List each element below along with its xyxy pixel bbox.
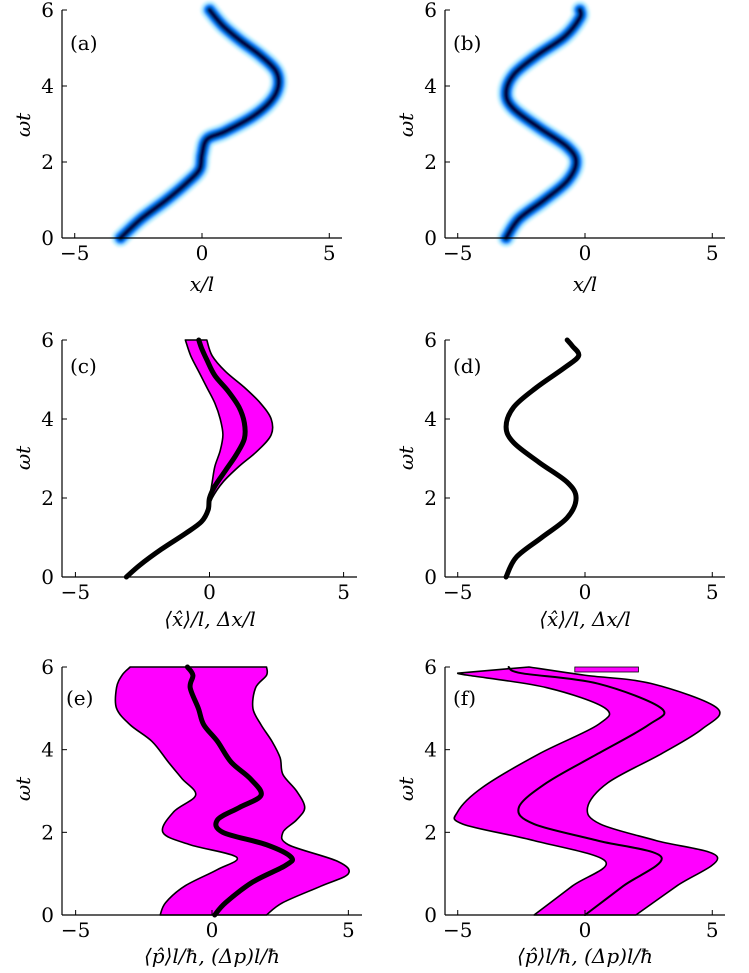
heatmap-ridge-a [111, 1, 288, 247]
x-axis-label-a: x/l [190, 272, 214, 296]
y-tick-label-b-6: 6 [424, 0, 437, 22]
x-tick-label-d-0: 0 [579, 580, 592, 604]
ridge-core-a [117, 7, 282, 241]
x-axis-label-b: x/l [573, 272, 597, 296]
y-tick-label-e-0: 0 [41, 903, 54, 927]
y-tick-label-a-2: 2 [41, 150, 54, 174]
y-axis-label-b: ωt [394, 112, 418, 137]
mean-line-c [123, 337, 248, 580]
x-tick-label-d--5: −5 [443, 580, 472, 604]
heatmap-ridge-b [497, 1, 591, 247]
y-axis-label-d: ωt [394, 445, 418, 470]
y-tick-label-b-2: 2 [424, 150, 437, 174]
x-tick-label-a-5: 5 [323, 241, 336, 265]
mean-line-d [503, 337, 582, 580]
y-tick-label-a-0: 0 [41, 226, 54, 250]
x-tick-label-e--5: −5 [61, 918, 90, 942]
y-tick-label-c-6: 6 [41, 328, 54, 352]
band-f [453, 666, 721, 916]
x-tick-label-e-5: 5 [342, 918, 355, 942]
y-tick-label-d-2: 2 [424, 486, 437, 510]
x-tick-label-c-0: 0 [203, 580, 216, 604]
band-c [125, 339, 274, 578]
mean-line-e [184, 664, 295, 918]
y-axis-label-a: ωt [11, 112, 35, 137]
x-tick-label-b-5: 5 [706, 241, 719, 265]
panel-label-c: (c) [70, 354, 97, 378]
y-tick-label-f-0: 0 [424, 903, 437, 927]
y-tick-label-f-2: 2 [424, 820, 437, 844]
x-tick-label-a-0: 0 [196, 241, 209, 265]
x-axis-label-e: ⟨p̂⟩l/ħ, (Δp)l/ħ [144, 944, 280, 968]
panel-e: −5 0 5 0 2 4 6 (e) ⟨p̂⟩l/ħ, (Δp)l/ħ ωt [11, 655, 362, 968]
y-tick-label-b-0: 0 [424, 226, 437, 250]
band-e [114, 666, 351, 916]
x-tick-label-c-5: 5 [337, 580, 350, 604]
panel-label-f: (f) [453, 686, 476, 710]
panel-label-a: (a) [70, 31, 98, 55]
x-tick-label-b--5: −5 [443, 241, 472, 265]
x-tick-label-f-5: 5 [706, 918, 719, 942]
panel-label-d: (d) [453, 354, 481, 378]
plot-area-c: −5 0 5 0 2 4 6 [41, 328, 357, 604]
y-tick-label-e-4: 4 [41, 738, 54, 762]
y-tick-label-d-4: 4 [424, 407, 437, 431]
y-tick-label-c-2: 2 [41, 486, 54, 510]
y-tick-label-a-4: 4 [41, 74, 54, 98]
y-tick-label-f-4: 4 [424, 738, 437, 762]
x-tick-label-a--5: −5 [60, 241, 89, 265]
ridge-core-b [503, 7, 585, 241]
mean-line-f [507, 666, 666, 916]
y-tick-label-d-0: 0 [424, 565, 437, 589]
x-axis-label-c: ⟨x̂⟩/l, Δx/l [164, 607, 256, 631]
y-tick-label-b-4: 4 [424, 74, 437, 98]
x-axis-label-f: ⟨p̂⟩l/ħ, (Δp)l/ħ [517, 944, 653, 968]
y-tick-label-d-6: 6 [424, 328, 437, 352]
y-tick-label-f-6: 6 [424, 655, 437, 679]
y-tick-label-e-6: 6 [41, 655, 54, 679]
y-tick-label-a-6: 6 [41, 0, 54, 22]
x-tick-label-b-0: 0 [579, 241, 592, 265]
y-tick-label-c-4: 4 [41, 407, 54, 431]
y-axis-label-f: ωt [394, 776, 418, 801]
panel-c: −5 0 5 0 2 4 6 (c) ⟨x̂⟩/l, Δx/l ωt [11, 328, 357, 631]
x-tick-label-f-0: 0 [579, 918, 592, 942]
plot-area-e: −5 0 5 0 2 4 6 [41, 655, 362, 942]
y-tick-label-e-2: 2 [41, 820, 54, 844]
y-tick-label-c-0: 0 [41, 565, 54, 589]
x-axis-label-d: ⟨x̂⟩/l, Δx/l [539, 607, 631, 631]
panel-label-e: (e) [66, 686, 93, 710]
panel-label-b: (b) [453, 31, 481, 55]
y-axis-label-e: ωt [11, 776, 35, 801]
x-tick-label-f--5: −5 [443, 918, 472, 942]
y-axis-label-c: ωt [11, 445, 35, 470]
band-cap-f [574, 666, 639, 673]
x-tick-label-d-5: 5 [706, 580, 719, 604]
x-tick-label-c--5: −5 [61, 580, 90, 604]
x-tick-label-e-0: 0 [206, 918, 219, 942]
